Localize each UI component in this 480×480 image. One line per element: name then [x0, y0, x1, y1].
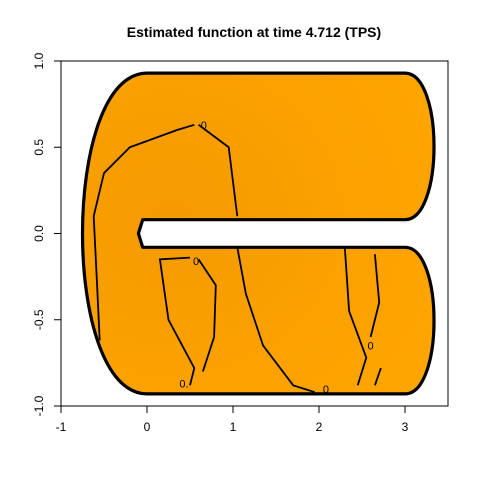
contour-label: 0.	[179, 379, 188, 391]
contour-line	[236, 247, 315, 394]
contour-label: 0	[323, 384, 329, 396]
domain-fill	[82, 73, 435, 394]
domain-boundary	[81, 71, 436, 396]
chart-title: Estimated function at time 4.712 (TPS)	[127, 24, 381, 40]
contour-line	[92, 123, 195, 341]
x-tick-label: 1	[230, 420, 237, 434]
x-tick-label: 3	[402, 420, 409, 434]
y-tick-label: -0.5	[32, 309, 46, 330]
y-tick-label: 0.5	[32, 139, 46, 156]
contour-line	[369, 254, 381, 338]
contour-label: 0	[368, 341, 374, 353]
contour-lines	[92, 123, 382, 394]
x-axis: -1 0 1 2 3	[56, 405, 409, 434]
y-axis: -1.0 -0.5 0.0 0.5 1.0	[32, 52, 62, 416]
y-tick-label: -1.0	[32, 395, 46, 416]
contour-line	[158, 256, 196, 386]
x-tick-label: 2	[316, 420, 323, 434]
contour-labels: 000. 00	[179, 120, 373, 396]
contour-line	[197, 258, 217, 372]
contour-line	[198, 124, 239, 217]
x-tick-label: 0	[144, 420, 151, 434]
contour-label: 0	[201, 120, 207, 132]
y-tick-label: 1.0	[32, 52, 46, 69]
contour-label: 0	[193, 256, 199, 268]
contour-line	[343, 247, 368, 386]
x-tick-label: -1	[56, 420, 67, 434]
y-tick-label: 0.0	[32, 225, 46, 242]
contour-line	[374, 367, 382, 386]
